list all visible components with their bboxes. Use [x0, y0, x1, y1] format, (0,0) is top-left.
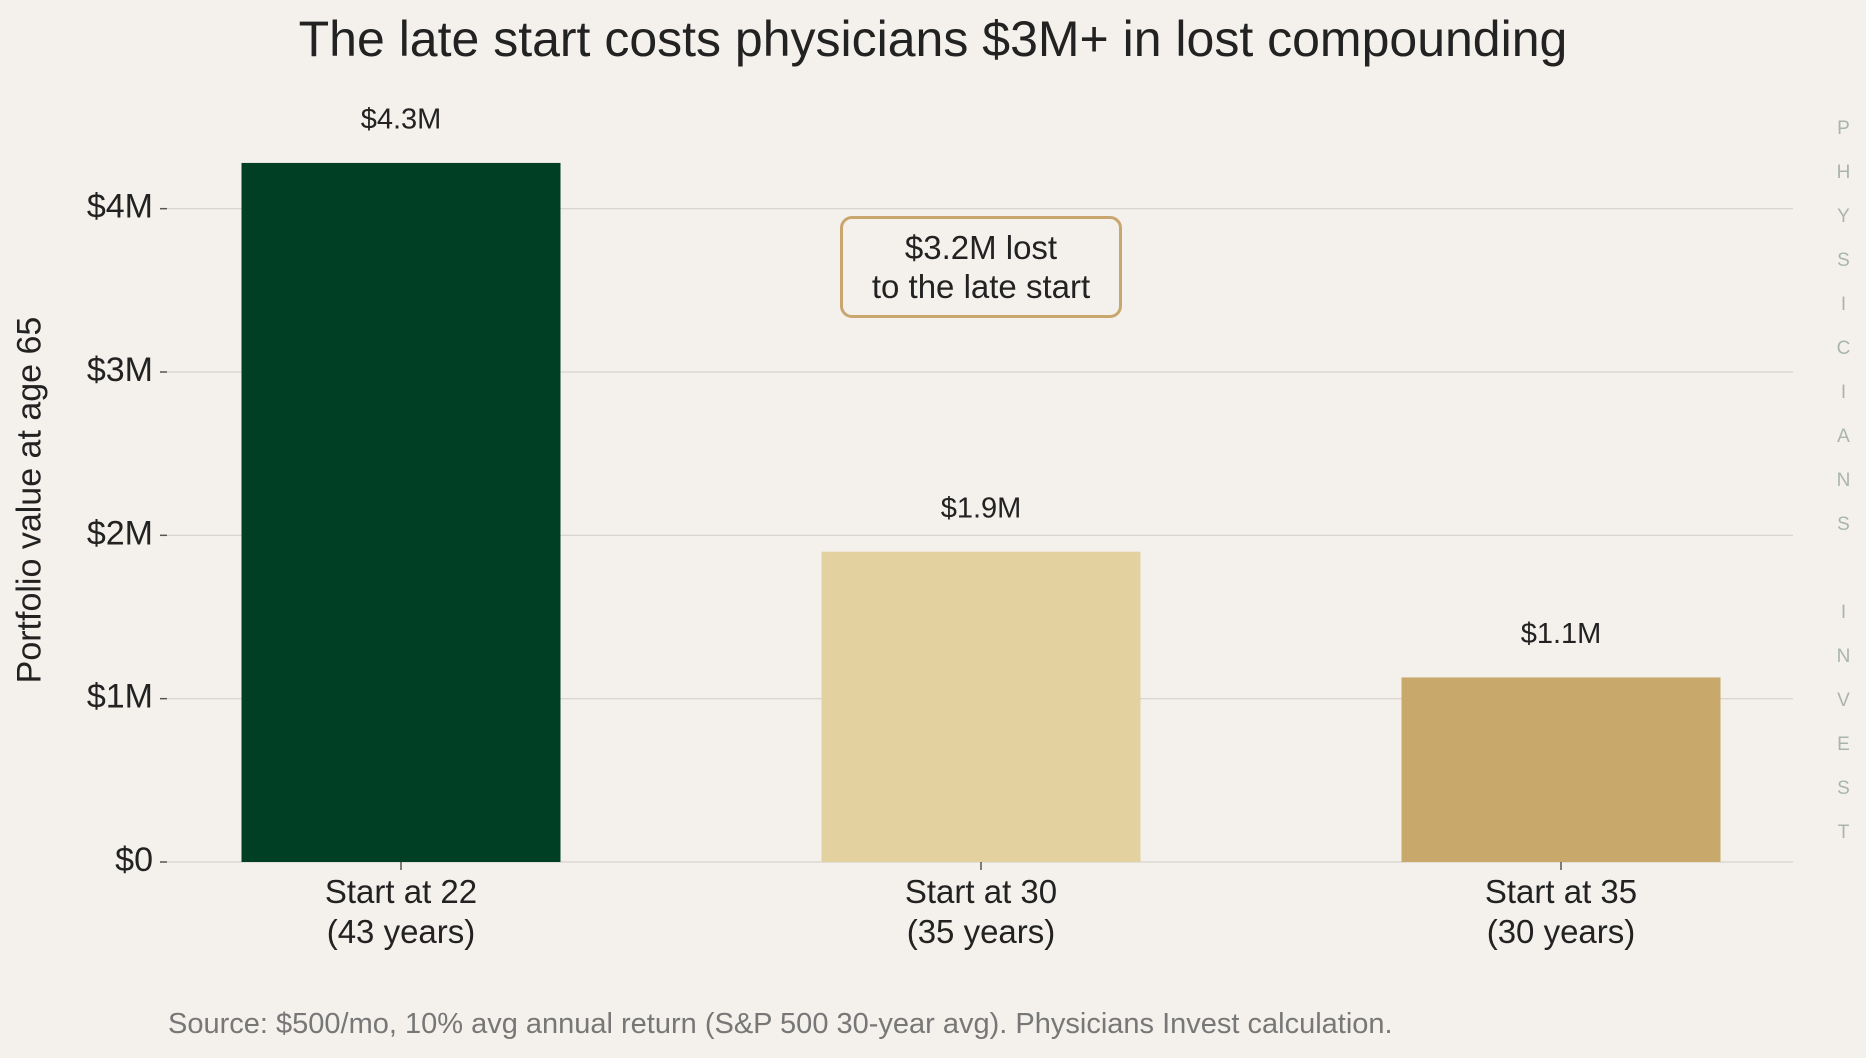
watermark: PHYSICIANS INVEST — [1833, 118, 1854, 866]
bar — [1401, 677, 1721, 862]
x-tick-label: Start at 35 (30 years) — [1484, 873, 1638, 950]
y-tick-label: $0 — [115, 841, 153, 879]
x-tick-label: Start at 30 (35 years) — [904, 873, 1058, 950]
y-axis-label: Portfolio value at age 65 — [10, 316, 49, 684]
bar — [821, 551, 1141, 862]
annotation: $3.2M lost to the late start — [840, 216, 1122, 318]
y-tick-label: $2M — [87, 514, 153, 552]
bar — [241, 162, 561, 862]
value-label: $1.9M — [941, 492, 1022, 524]
y-tick-label: $1M — [87, 678, 153, 716]
value-label: $1.1M — [1521, 618, 1602, 650]
chart-title: The late start costs physicians $3M+ in … — [298, 11, 1568, 67]
value-label: $4.3M — [361, 104, 442, 136]
y-tick-label: $3M — [87, 351, 153, 389]
x-tick-label: Start at 22 (43 years) — [324, 873, 478, 950]
source-note: Source: $500/mo, 10% avg annual return (… — [168, 1008, 1393, 1040]
y-tick-label: $4M — [87, 188, 153, 226]
